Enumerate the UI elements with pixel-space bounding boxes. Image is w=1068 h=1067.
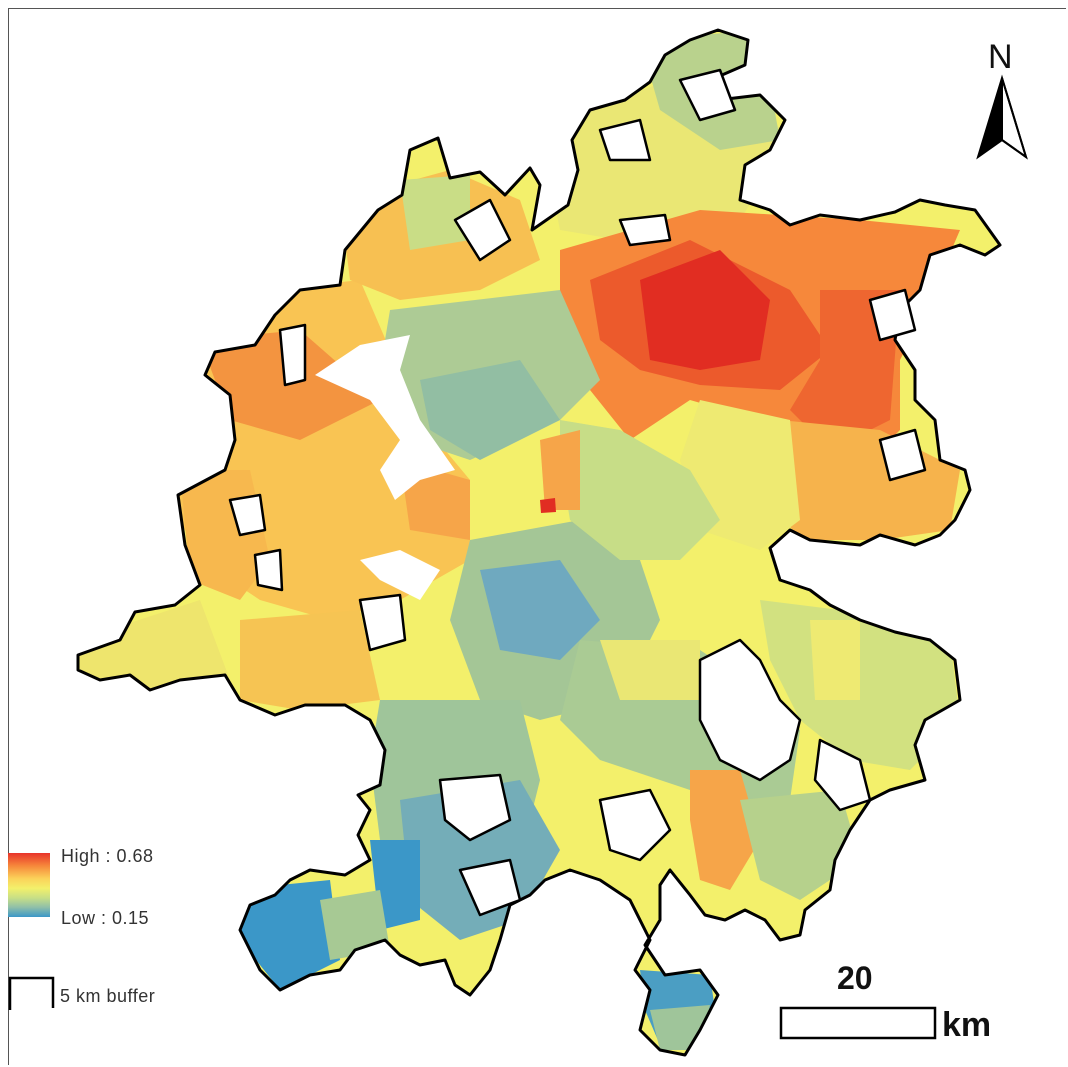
fill-east-redorange <box>790 290 900 450</box>
north-label: N <box>988 38 1013 76</box>
north-arrow-icon <box>976 74 1028 160</box>
fill-southeast-yellow <box>810 620 860 700</box>
fill-center-teal <box>420 360 560 460</box>
hole-east-2 <box>878 428 927 482</box>
gap-west-white <box>360 550 440 600</box>
hole-southeast-2 <box>813 738 872 812</box>
hole-west-1 <box>228 493 267 537</box>
gap-northwest-white <box>315 335 455 500</box>
legend-gradient-bar <box>8 853 50 917</box>
fill-southeast-green <box>740 790 860 900</box>
hole-southwest-2 <box>458 858 522 917</box>
fill-south-yellow <box>600 640 700 700</box>
scale-bar <box>779 1006 937 1040</box>
scale-unit-label: km <box>942 1006 992 1044</box>
fill-west-lower-orange <box>240 610 380 710</box>
hole-west-4 <box>278 323 307 387</box>
hole-north-2 <box>618 213 672 247</box>
fill-west-arm-yellow <box>78 600 230 690</box>
hole-north-3 <box>678 68 737 122</box>
hole-east-1 <box>868 288 917 342</box>
fill-center-east-green <box>560 420 720 560</box>
hole-southeast-1 <box>698 638 802 782</box>
legend-buffer-symbol <box>8 976 55 1010</box>
legend-low-label: Low : 0.15 <box>61 908 150 928</box>
fill-northwest-green <box>400 175 470 250</box>
fill-northeast-red <box>640 250 770 370</box>
fill-center-red-spot <box>540 498 556 513</box>
hole-southwest-1 <box>438 773 512 842</box>
fill-far-southwest-blue <box>230 880 340 990</box>
hole-south-1 <box>598 788 672 862</box>
hole-north-1 <box>453 198 512 262</box>
hole-west-3 <box>358 593 407 652</box>
fill-center-orange <box>540 430 580 510</box>
buffer-outline <box>76 28 1002 1057</box>
legend-buffer-label: 5 km buffer <box>60 986 156 1006</box>
legend-high-label: High : 0.68 <box>61 846 154 866</box>
buffer-holes <box>228 68 927 917</box>
scale-distance-label: 20 <box>837 960 873 996</box>
hole-north-4 <box>598 118 652 162</box>
map-frame <box>8 8 1066 1065</box>
hole-west-2 <box>253 548 284 592</box>
fill-center-blue <box>480 560 600 660</box>
fill-far-southwest-green <box>320 890 390 960</box>
